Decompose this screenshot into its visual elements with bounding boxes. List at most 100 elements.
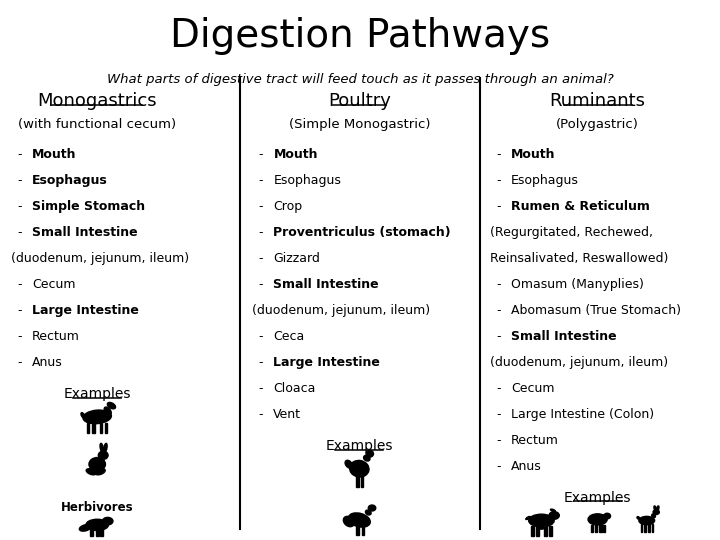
Text: -: - [496, 200, 500, 213]
Text: -: - [258, 330, 263, 343]
Ellipse shape [343, 516, 354, 526]
Text: Anus: Anus [511, 460, 541, 472]
Ellipse shape [526, 516, 531, 519]
Text: Poultry: Poultry [328, 92, 391, 110]
Text: Mouth: Mouth [32, 148, 77, 161]
Ellipse shape [104, 407, 111, 415]
Text: Gizzard: Gizzard [274, 252, 320, 265]
Text: (with functional cecum): (with functional cecum) [18, 118, 176, 131]
Bar [595, 525, 597, 532]
Text: -: - [258, 408, 263, 421]
Bar [105, 423, 107, 433]
Text: -: - [17, 278, 22, 291]
Ellipse shape [79, 524, 91, 531]
Text: Proventriculus (stomach): Proventriculus (stomach) [274, 226, 451, 239]
Text: Rectum: Rectum [32, 330, 80, 343]
Ellipse shape [350, 461, 369, 477]
Ellipse shape [104, 443, 107, 452]
Text: -: - [258, 356, 263, 369]
Ellipse shape [652, 514, 655, 518]
Text: -: - [258, 226, 263, 239]
Text: -: - [17, 174, 22, 187]
Text: -: - [17, 330, 22, 343]
Ellipse shape [89, 457, 105, 471]
Ellipse shape [639, 516, 654, 525]
Text: -: - [17, 356, 22, 369]
Ellipse shape [366, 450, 374, 457]
Text: -: - [496, 330, 500, 343]
Text: What parts of digestive tract will feed touch as it passes through an animal?: What parts of digestive tract will feed … [107, 73, 613, 86]
Text: Cloaca: Cloaca [274, 382, 316, 395]
Text: Omasum (Manyplies): Omasum (Manyplies) [511, 278, 644, 291]
Bar [599, 525, 601, 532]
Bar [361, 526, 364, 535]
Ellipse shape [102, 517, 113, 525]
Text: Examples: Examples [564, 491, 631, 505]
Text: Cecum: Cecum [32, 278, 76, 291]
Ellipse shape [653, 510, 660, 515]
Text: -: - [496, 434, 500, 447]
Text: Herbivores: Herbivores [61, 501, 133, 514]
Text: (Regurgitated, Rechewed,: (Regurgitated, Rechewed, [490, 226, 653, 239]
Text: -: - [17, 226, 22, 239]
Bar [92, 423, 94, 433]
Text: Abomasum (True Stomach): Abomasum (True Stomach) [511, 304, 681, 317]
Text: Reinsalivated, Reswallowed): Reinsalivated, Reswallowed) [490, 252, 668, 265]
Bar [591, 525, 593, 532]
Text: -: - [496, 460, 500, 472]
Bar [644, 524, 646, 531]
Text: Examples: Examples [325, 439, 393, 453]
Ellipse shape [345, 460, 353, 468]
Text: -: - [496, 174, 500, 187]
Text: -: - [17, 148, 22, 161]
Text: (duodenum, jejunum, ileum): (duodenum, jejunum, ileum) [253, 304, 431, 317]
Text: Vent: Vent [274, 408, 302, 421]
Text: -: - [496, 304, 500, 317]
Bar [87, 423, 89, 433]
Bar [100, 423, 102, 433]
Text: -: - [258, 200, 263, 213]
Text: (Polygastric): (Polygastric) [556, 118, 639, 131]
Text: Large Intestine: Large Intestine [274, 356, 380, 369]
Bar [356, 526, 359, 535]
Bar [648, 524, 649, 531]
Ellipse shape [86, 519, 109, 530]
Ellipse shape [657, 506, 659, 511]
Text: Monogastrics: Monogastrics [37, 92, 157, 110]
Text: (duodenum, jejunum, ileum): (duodenum, jejunum, ileum) [490, 356, 668, 369]
Text: Cecum: Cecum [511, 382, 554, 395]
Ellipse shape [86, 469, 96, 475]
Text: Rectum: Rectum [511, 434, 559, 447]
Text: Small Intestine: Small Intestine [511, 330, 616, 343]
Text: Digestion Pathways: Digestion Pathways [170, 17, 550, 55]
Text: Examples: Examples [63, 387, 131, 401]
Text: -: - [258, 252, 263, 265]
Text: Esophagus: Esophagus [32, 174, 108, 187]
Bar [603, 525, 606, 532]
Text: Large Intestine: Large Intestine [32, 304, 139, 317]
Bar [536, 526, 539, 536]
Text: -: - [496, 382, 500, 395]
Text: Rumen & Reticulum: Rumen & Reticulum [511, 200, 650, 213]
Text: -: - [258, 174, 263, 187]
Ellipse shape [348, 513, 370, 527]
Ellipse shape [528, 514, 554, 527]
Ellipse shape [539, 526, 544, 529]
Ellipse shape [604, 513, 611, 519]
Text: Mouth: Mouth [511, 148, 556, 161]
Bar [641, 524, 642, 531]
Text: -: - [258, 148, 263, 161]
Text: -: - [17, 200, 22, 213]
Ellipse shape [637, 517, 640, 519]
Text: Esophagus: Esophagus [511, 174, 579, 187]
Text: Ceca: Ceca [274, 330, 305, 343]
Ellipse shape [654, 506, 657, 511]
Text: Crop: Crop [274, 200, 302, 213]
Bar [544, 526, 546, 536]
Text: -: - [496, 408, 500, 421]
Text: -: - [496, 148, 500, 161]
Ellipse shape [83, 410, 112, 424]
Text: -: - [258, 382, 263, 395]
Text: Ruminants: Ruminants [549, 92, 646, 110]
Bar [652, 524, 654, 531]
